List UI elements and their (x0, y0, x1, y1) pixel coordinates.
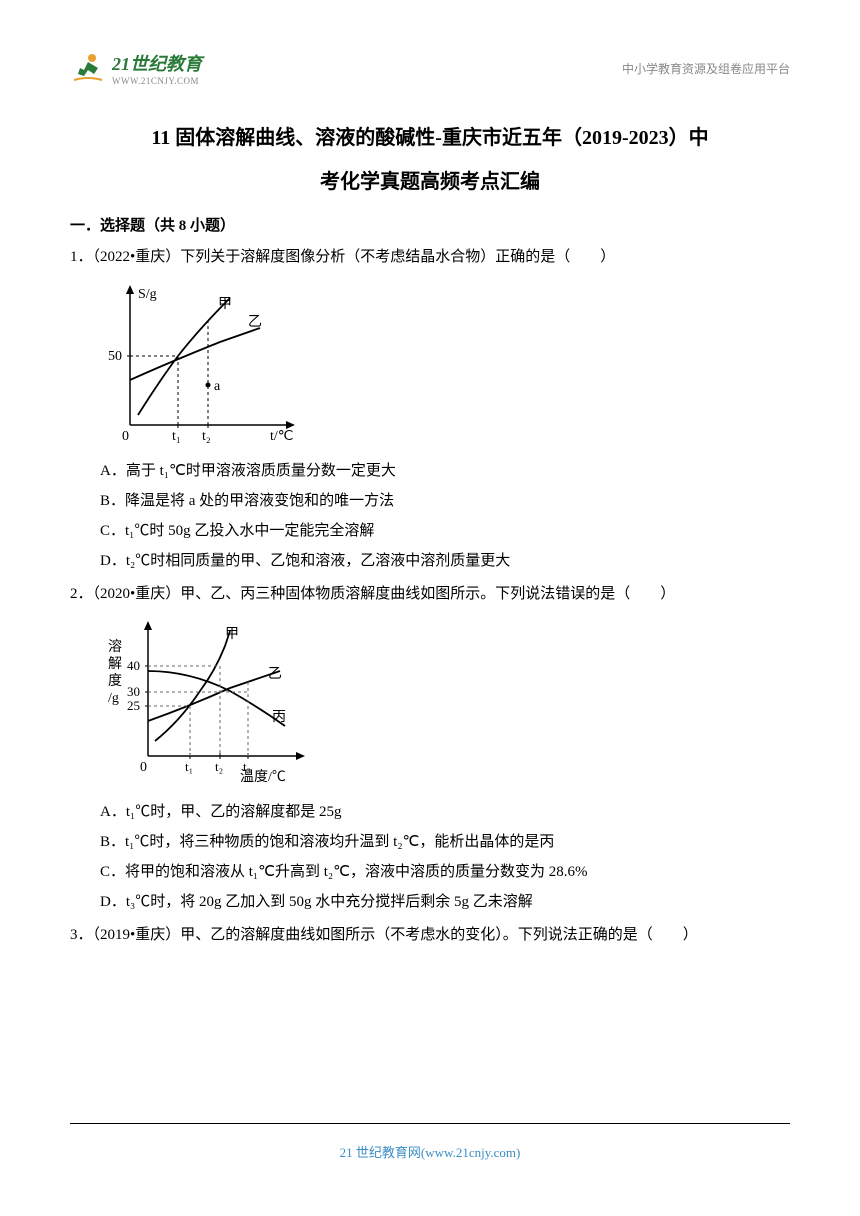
runner-icon (70, 50, 106, 86)
option-2c: C．将甲的饱和溶液从 t₁℃升高到 t₂℃，溶液中溶质的质量分数变为 28.6% (100, 857, 790, 887)
y40: 40 (127, 658, 140, 673)
y-lbl-2: 解 (108, 656, 122, 672)
logo-main: 21世纪教育 (112, 50, 202, 76)
option-2d: D．t₃℃时，将 20g 乙加入到 50g 水中充分搅拌后剩余 5g 乙未溶解 (100, 887, 790, 917)
header: 21世纪教育 WWW.21CNJY.COM 中小学教育资源及组卷应用平台 (70, 50, 790, 86)
point-a: a (214, 379, 221, 394)
curve-jia: 甲 (218, 297, 232, 312)
platform-label: 中小学教育资源及组卷应用平台 (622, 60, 790, 77)
question-1-options: A．高于 t₁℃时甲溶液溶质质量分数一定更大 B．降温是将 a 处的甲溶液变饱和… (100, 456, 790, 576)
option-1a: A．高于 t₁℃时甲溶液溶质质量分数一定更大 (100, 456, 790, 486)
origin-label: 0 (122, 429, 129, 444)
question-2-text: 2．（2020•重庆）甲、乙、丙三种固体物质溶解度曲线如图所示。下列说法错误的是… (70, 580, 790, 609)
origin: 0 (140, 760, 147, 775)
c-jia: 甲 (225, 627, 239, 642)
y-tick-50: 50 (108, 349, 122, 364)
x-tick-t1: t₁ (172, 429, 181, 444)
x-axis-label: t/℃ (270, 429, 294, 444)
curve-yi: 乙 (248, 314, 262, 330)
logo-sub: WWW.21CNJY.COM (112, 76, 202, 86)
page-title: 11 固体溶解曲线、溶液的酸碱性-重庆市近五年（2019-2023）中 考化学真… (70, 116, 790, 204)
option-2a: A．t₁℃时，甲、乙的溶解度都是 25g (100, 797, 790, 827)
x-tick-t2: t₂ (202, 429, 211, 444)
logo: 21世纪教育 WWW.21CNJY.COM (70, 50, 202, 86)
title-line-2: 考化学真题高频考点汇编 (70, 160, 790, 204)
chart-2: 溶 解 度 /g 温度/℃ 0 25 30 40 t₁ t₂ t₃ 甲 (100, 616, 790, 791)
logo-text: 21世纪教育 WWW.21CNJY.COM (112, 50, 202, 86)
option-1d: D．t₂℃时相同质量的甲、乙饱和溶液，乙溶液中溶剂质量更大 (100, 546, 790, 576)
y25: 25 (127, 698, 140, 713)
c-bing: 丙 (272, 710, 286, 725)
xt2: t₂ (215, 759, 223, 774)
option-2b: B．t₁℃时，将三种物质的饱和溶液均升温到 t₂℃，能析出晶体的是丙 (100, 827, 790, 857)
title-line-1: 11 固体溶解曲线、溶液的酸碱性-重庆市近五年（2019-2023）中 (70, 116, 790, 160)
y-lbl-3: 度 (108, 673, 122, 689)
option-1b: B．降温是将 a 处的甲溶液变饱和的唯一方法 (100, 486, 790, 516)
xt1: t₁ (185, 759, 193, 774)
question-1-text: 1．（2022•重庆）下列关于溶解度图像分析（不考虑结晶水合物）正确的是（ ） (70, 243, 790, 272)
question-3-text: 3．（2019•重庆）甲、乙的溶解度曲线如图所示（不考虑水的变化）。下列说法正确… (70, 921, 790, 950)
footer: 21 世纪教育网(www.21cnjy.com) (70, 1123, 790, 1161)
y-lbl-4: /g (108, 691, 119, 706)
y-axis-label: S/g (138, 287, 157, 302)
question-3: 3．（2019•重庆）甲、乙的溶解度曲线如图所示（不考虑水的变化）。下列说法正确… (70, 921, 790, 950)
footer-text: 21 世纪教育网(www.21cnjy.com) (340, 1145, 521, 1160)
c-yi: 乙 (268, 666, 282, 682)
y-lbl-1: 溶 (108, 639, 122, 655)
section-heading: 一．选择题（共 8 小题） (70, 214, 790, 235)
question-2-options: A．t₁℃时，甲、乙的溶解度都是 25g B．t₁℃时，将三种物质的饱和溶液均升… (100, 797, 790, 917)
question-1: 1．（2022•重庆）下列关于溶解度图像分析（不考虑结晶水合物）正确的是（ ） … (70, 243, 790, 576)
question-2: 2．（2020•重庆）甲、乙、丙三种固体物质溶解度曲线如图所示。下列说法错误的是… (70, 580, 790, 918)
y30: 30 (127, 684, 140, 699)
chart-1: S/g t/℃ 0 50 t₁ t₂ 甲 乙 a (100, 280, 790, 450)
option-1c: C．t₁℃时 50g 乙投入水中一定能完全溶解 (100, 516, 790, 546)
xt3: t₃ (243, 759, 251, 774)
